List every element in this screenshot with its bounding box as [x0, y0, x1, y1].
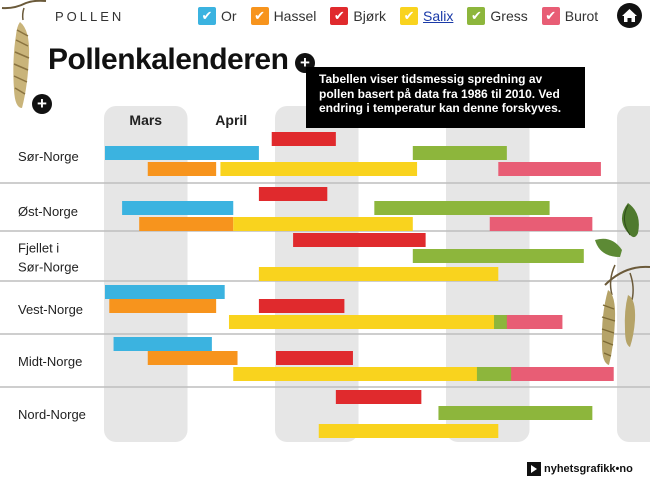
birch-branch-illustration — [595, 203, 650, 365]
bar-gress[interactable] — [412, 249, 584, 263]
region-label: Øst-Norge — [18, 204, 78, 219]
legend-item-bjørk[interactable]: ✔ Bjørk — [330, 7, 386, 25]
bar-salix[interactable] — [233, 217, 413, 231]
month-column-september — [617, 106, 650, 442]
checkbox-icon[interactable]: ✔ — [330, 7, 349, 25]
region-labels: Sør-Norge Øst-Norge Fjellet i Sør-Norge Vest… — [18, 149, 86, 422]
bar-hassel[interactable] — [147, 162, 217, 176]
legend: ✔ Or ✔ Hassel ✔ Bjørk ✔ Salix ✔ Gress ✔ Burot — [198, 6, 612, 26]
legend-item-burot[interactable]: ✔ Burot — [541, 7, 599, 25]
bar-bjørk[interactable] — [293, 233, 426, 247]
bar-salix[interactable] — [228, 315, 495, 329]
month-label: Mars — [129, 112, 162, 128]
region-label: Fjellet i — [18, 241, 59, 256]
month-label: April — [215, 112, 247, 128]
region-label: Sør-Norge — [18, 260, 79, 275]
region-bars-3 — [105, 285, 563, 329]
bar-or[interactable] — [105, 285, 225, 299]
legend-label: Bjørk — [353, 8, 387, 24]
catkin-plus-button[interactable]: + — [32, 94, 52, 114]
bar-or[interactable] — [113, 337, 212, 351]
catkin-shape — [13, 22, 30, 108]
bar-hassel[interactable] — [139, 217, 234, 231]
region-bars-5 — [318, 390, 593, 438]
bar-gress[interactable] — [438, 406, 593, 420]
bar-bjørk[interactable] — [271, 132, 336, 146]
legend-label: Salix — [423, 8, 454, 24]
bar-bjørk[interactable] — [276, 351, 353, 365]
region-bars-0 — [105, 132, 601, 176]
region-bars-4 — [113, 337, 614, 381]
bar-burot[interactable] — [511, 367, 614, 381]
region-label: Vest-Norge — [18, 302, 83, 317]
top-bar: POLLEN ✔ Or ✔ Hassel ✔ Bjørk ✔ Salix ✔ Gress ✔ Buro… — [0, 0, 650, 32]
bar-gress[interactable] — [374, 201, 550, 215]
legend-item-hassel[interactable]: ✔ Hassel — [250, 7, 317, 25]
alder-catkin-illustration — [1, 0, 47, 108]
legend-item-salix[interactable]: ✔ Salix — [400, 7, 453, 25]
pollen-bars — [105, 132, 614, 438]
bar-salix[interactable] — [318, 424, 499, 438]
bar-burot[interactable] — [506, 315, 563, 329]
legend-label: Gress — [490, 8, 528, 24]
birch-catkin-shape — [601, 290, 616, 365]
region-bars-2 — [258, 233, 584, 281]
bar-salix[interactable] — [220, 162, 418, 176]
region-label: Sør-Norge — [18, 149, 79, 164]
bar-salix[interactable] — [258, 267, 499, 281]
brand-label: POLLEN — [55, 9, 125, 24]
legend-item-or[interactable]: ✔ Or — [198, 7, 237, 25]
logo-play-icon — [527, 462, 541, 476]
bar-gress[interactable] — [412, 146, 507, 160]
checkbox-icon[interactable]: ✔ — [467, 7, 486, 25]
bar-bjørk[interactable] — [335, 390, 422, 404]
region-label: Midt-Norge — [18, 354, 82, 369]
checkbox-icon[interactable]: ✔ — [198, 7, 216, 25]
bar-or[interactable] — [105, 146, 259, 160]
region-bars-1 — [122, 187, 593, 231]
bar-hassel[interactable] — [109, 299, 217, 313]
legend-label: Hassel — [273, 8, 317, 24]
home-icon — [622, 9, 637, 22]
bar-hassel[interactable] — [147, 351, 238, 365]
page-title: Pollenkalenderen — [48, 43, 289, 76]
bar-burot[interactable] — [489, 217, 593, 231]
footer-logo-text: nyhetsgrafikk•no — [544, 463, 633, 475]
bar-or[interactable] — [122, 201, 234, 215]
legend-label: Or — [221, 8, 237, 24]
home-button[interactable] — [617, 3, 642, 28]
info-tooltip: Tabellen viser tidsmessig spredning av p… — [306, 67, 585, 128]
checkbox-icon[interactable]: ✔ — [541, 7, 560, 25]
legend-item-gress[interactable]: ✔ Gress — [467, 7, 528, 25]
checkbox-icon[interactable]: ✔ — [250, 7, 269, 25]
bar-salix[interactable] — [233, 367, 477, 381]
checkbox-icon[interactable]: ✔ — [400, 7, 419, 25]
footer-logo[interactable]: nyhetsgrafikk•no — [527, 462, 633, 476]
bar-bjørk[interactable] — [258, 187, 328, 201]
bar-burot[interactable] — [498, 162, 601, 176]
legend-label: Burot — [564, 8, 599, 24]
bar-bjørk[interactable] — [258, 299, 345, 313]
region-label: Nord-Norge — [18, 407, 86, 422]
